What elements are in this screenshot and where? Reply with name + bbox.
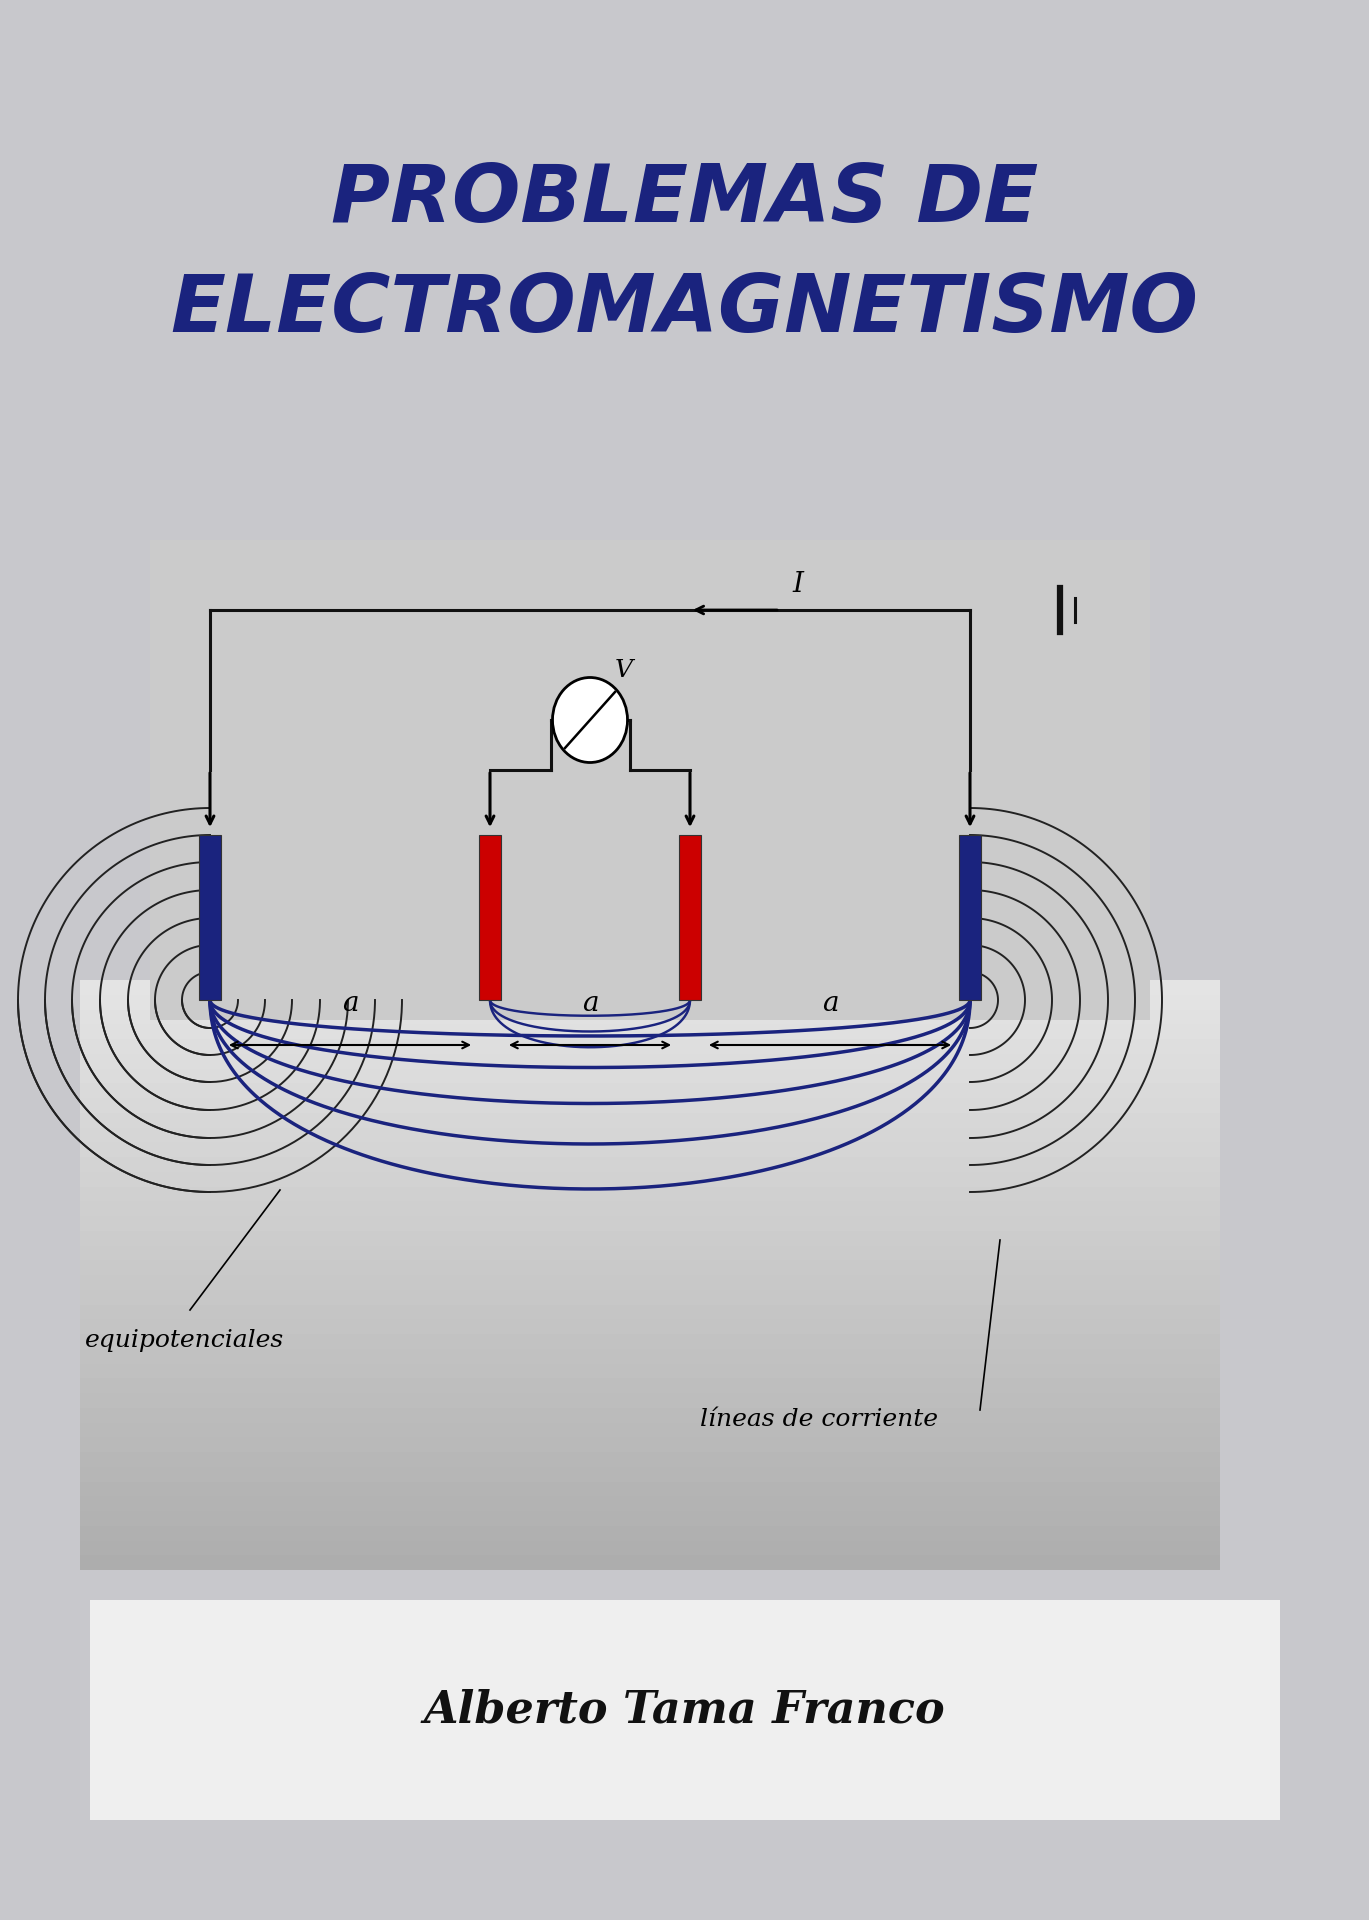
Text: V: V <box>615 659 632 682</box>
Bar <box>79 1407 1220 1423</box>
Bar <box>79 1171 1220 1187</box>
Bar <box>79 1127 1220 1142</box>
Text: ELECTROMAGNETISMO: ELECTROMAGNETISMO <box>171 271 1198 349</box>
Bar <box>79 1467 1220 1482</box>
Bar <box>79 1215 1220 1231</box>
Bar <box>79 1290 1220 1304</box>
Bar <box>79 1114 1220 1127</box>
Bar <box>199 835 220 1000</box>
Bar <box>79 1039 1220 1054</box>
Bar <box>79 1275 1220 1290</box>
Bar <box>79 1348 1220 1363</box>
Text: a: a <box>582 991 598 1018</box>
Bar <box>90 1599 1280 1820</box>
Bar <box>79 1023 1220 1039</box>
Bar <box>79 1260 1220 1275</box>
Bar <box>79 1202 1220 1215</box>
Bar <box>79 1363 1220 1379</box>
Bar <box>79 1423 1220 1438</box>
Bar <box>79 979 1220 995</box>
Bar <box>79 1083 1220 1098</box>
Bar <box>79 1526 1220 1540</box>
Bar <box>79 1555 1220 1571</box>
Bar <box>79 1496 1220 1511</box>
Bar <box>79 1452 1220 1467</box>
Bar <box>79 1098 1220 1114</box>
Text: equipotenciales: equipotenciales <box>85 1329 285 1352</box>
Bar <box>79 1511 1220 1526</box>
Bar <box>79 1438 1220 1452</box>
Bar <box>79 1069 1220 1083</box>
Bar <box>79 1054 1220 1069</box>
Bar <box>960 835 982 1000</box>
Bar <box>151 540 1150 1020</box>
Ellipse shape <box>553 678 627 762</box>
Bar <box>79 995 1220 1010</box>
Bar <box>79 1158 1220 1171</box>
Bar <box>79 1394 1220 1407</box>
Bar <box>79 1540 1220 1555</box>
Text: líneas de corriente: líneas de corriente <box>700 1409 938 1432</box>
Text: I: I <box>793 570 804 597</box>
Bar <box>79 1304 1220 1319</box>
Bar <box>79 1010 1220 1023</box>
Bar <box>79 1334 1220 1348</box>
Text: a: a <box>821 991 838 1018</box>
Bar <box>679 835 701 1000</box>
Bar <box>79 1231 1220 1246</box>
Bar <box>79 1482 1220 1496</box>
Text: Alberto Tama Franco: Alberto Tama Franco <box>423 1688 946 1732</box>
Bar <box>79 1379 1220 1394</box>
Text: a: a <box>342 991 359 1018</box>
Bar <box>79 1319 1220 1334</box>
Bar <box>479 835 501 1000</box>
Bar <box>79 1142 1220 1158</box>
Text: PROBLEMAS DE: PROBLEMAS DE <box>331 161 1038 238</box>
Bar <box>79 1246 1220 1260</box>
Bar <box>79 1187 1220 1202</box>
